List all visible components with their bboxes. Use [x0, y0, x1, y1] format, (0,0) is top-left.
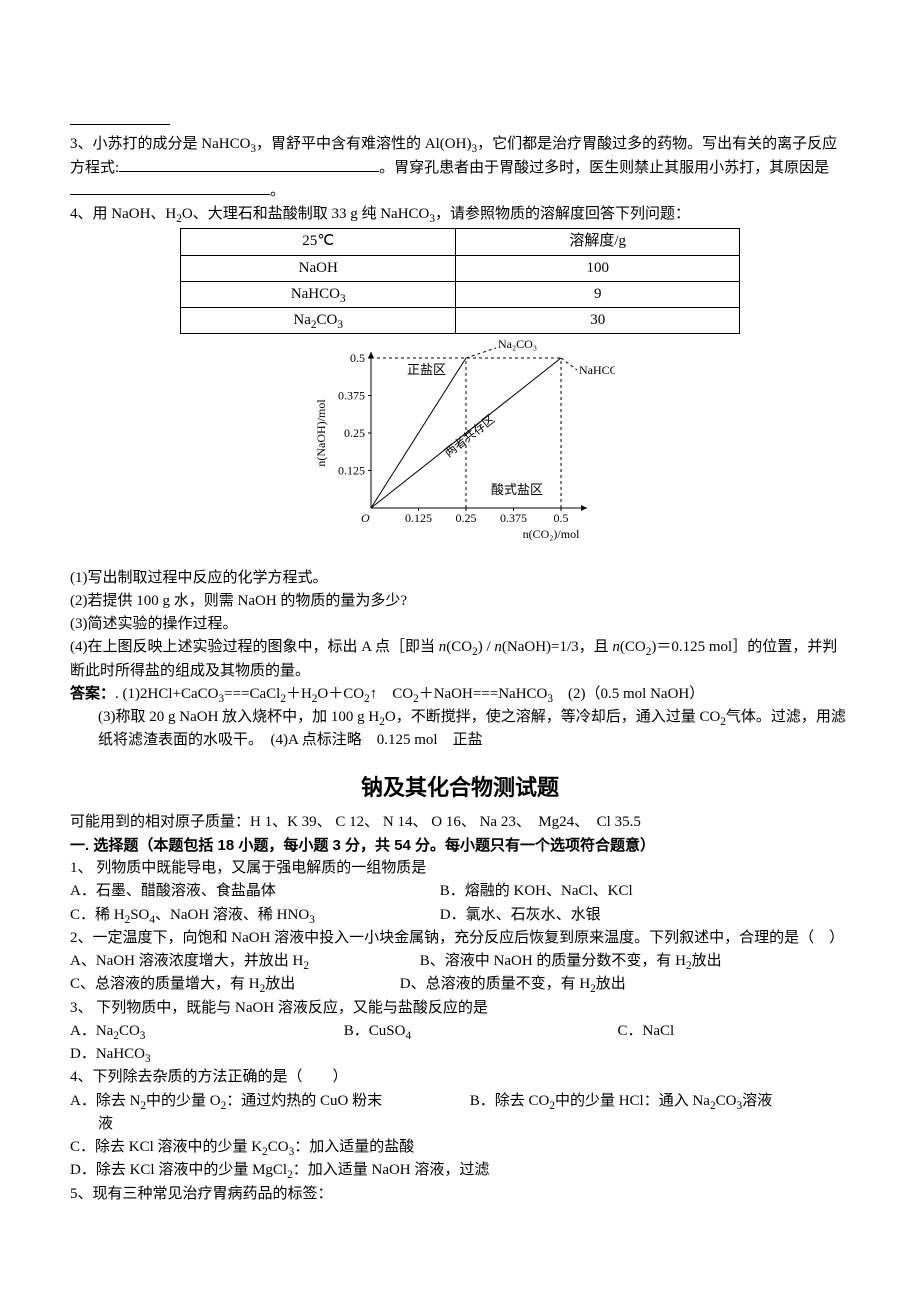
- q3-text: 3、小苏打的成分是 NaHCO: [70, 136, 250, 152]
- svg-text:0.125: 0.125: [338, 464, 365, 478]
- svg-text:酸式盐区: 酸式盐区: [491, 482, 543, 497]
- question-3: 3、小苏打的成分是 NaHCO3，胃舒平中含有难溶性的 Al(OH)3，它们都是…: [70, 133, 850, 203]
- table-cell: 9: [456, 281, 740, 307]
- table-cell: 100: [456, 255, 740, 281]
- test-q1-stem: 1、 列物质中既能导电，又属于强电解质的一组物质是: [70, 857, 850, 880]
- test-q4-optC: C．除去 KCl 溶液中的少量 K2CO3：加入适量的盐酸: [70, 1136, 850, 1159]
- test-q4-stem: 4、下列除去杂质的方法正确的是（ ）: [70, 1066, 850, 1089]
- test-q1-opts-row2: C．稀 H2SO4、NaOH 溶液、稀 HNO3 D．氯水、石灰水、水银: [70, 904, 850, 927]
- opt-A: A．Na2CO3: [70, 1020, 250, 1043]
- question-4-intro: 4、用 NaOH、H2O、大理石和盐酸制取 33 g 纯 NaHCO3，请参照物…: [70, 203, 850, 226]
- test-q4-opts-row1: A．除去 N2中的少量 O2：通过灼热的 CuO 粉末 B．除去 CO2中的少量…: [70, 1090, 850, 1113]
- q4-sub3: (3)简述实验的操作过程。: [70, 613, 850, 636]
- test-q3-stem: 3、 下列物质中，既能与 NaOH 溶液反应，又能与盐酸反应的是: [70, 997, 850, 1020]
- svg-text:两者共存区: 两者共存区: [442, 412, 498, 460]
- test-title: 钠及其化合物测试题: [70, 771, 850, 805]
- opt-A: A、NaOH 溶液浓度增大，并放出 H2: [70, 950, 380, 973]
- svg-text:0.5: 0.5: [554, 511, 569, 525]
- phase-chart: 0.125 0.25 0.375 0.5 0.125 0.25 0.375 0.5 On(NaO…: [305, 338, 615, 548]
- test-q4-optD: D．除去 KCl 溶液中的少量 MgCl2：加入适量 NaOH 溶液，过滤: [70, 1159, 850, 1182]
- opt-D: D、总溶液的质量不变，有 H2放出: [400, 973, 626, 996]
- svg-text:n(NaOH)/mol: n(NaOH)/mol: [314, 399, 328, 467]
- solubility-table: 25℃ 溶解度/g NaOH 100 NaHCO3 9 Na2CO3 30: [180, 228, 740, 334]
- svg-text:正盐区: 正盐区: [407, 362, 446, 377]
- table-cell: NaHCO3: [181, 281, 456, 307]
- q4-sub4: (4)在上图反映上述实验过程的图象中，标出 A 点［即当 n(CO2) / n(…: [70, 636, 850, 683]
- opt-D: D．氯水、石灰水、水银: [440, 904, 601, 927]
- q4-sub1: (1)写出制取过程中反应的化学方程式。: [70, 567, 850, 590]
- test-q2-opts-row2: C、总溶液的质量增大，有 H2放出 D、总溶液的质量不变，有 H2放出: [70, 973, 850, 996]
- svg-text:0.25: 0.25: [456, 511, 477, 525]
- opt-A: A．除去 N2中的少量 O2：通过灼热的 CuO 粉末: [70, 1090, 430, 1113]
- svg-text:Na₂CO₃: Na₂CO₃: [498, 338, 537, 351]
- opt-C: C．稀 H2SO4、NaOH 溶液、稀 HNO3: [70, 904, 400, 927]
- opt-A: A．石墨、醋酸溶液、食盐晶体: [70, 880, 400, 903]
- svg-text:n(CO₂)/mol: n(CO₂)/mol: [523, 527, 581, 541]
- table-row: NaOH 100: [181, 255, 740, 281]
- svg-text:0.375: 0.375: [500, 511, 527, 525]
- answer-label: 答案：: [70, 686, 115, 702]
- test-q3-opts: A．Na2CO3 B．CuSO4 C．NaCl D．NaHCO3: [70, 1020, 850, 1067]
- test-q1-opts-row1: A．石墨、醋酸溶液、食盐晶体 B．熔融的 KOH、NaCl、KCl: [70, 880, 850, 903]
- opt-C: C、总溶液的质量增大，有 H2放出: [70, 973, 360, 996]
- table-row: 25℃ 溶解度/g: [181, 229, 740, 255]
- svg-text:0.125: 0.125: [405, 511, 432, 525]
- q4-sub2: (2)若提供 100 g 水，则需 NaOH 的物质的量为多少?: [70, 590, 850, 613]
- table-header: 溶解度/g: [456, 229, 740, 255]
- svg-text:O: O: [361, 511, 370, 525]
- chart-container: 0.125 0.25 0.375 0.5 0.125 0.25 0.375 0.5 On(NaO…: [70, 338, 850, 556]
- blank: [70, 194, 270, 195]
- opt-B: B．除去 CO2中的少量 HCl：通入 Na2CO3溶液: [470, 1090, 772, 1113]
- blank: [119, 171, 379, 172]
- section-1-head: 一. 选择题（本题包括 18 小题，每小题 3 分，共 54 分。每小题只有一个…: [70, 834, 850, 857]
- opt-B: B、溶液中 NaOH 的质量分数不变，有 H2放出: [420, 950, 722, 973]
- table-header: 25℃: [181, 229, 456, 255]
- test-q2-stem: 2、一定温度下，向饱和 NaOH 溶液中投入一小块金属钠，充分反应后恢复到原来温…: [70, 927, 850, 950]
- page-root: 3、小苏打的成分是 NaHCO3，胃舒平中含有难溶性的 Al(OH)3，它们都是…: [0, 0, 920, 1302]
- test-q2-opts-row1: A、NaOH 溶液浓度增大，并放出 H2 B、溶液中 NaOH 的质量分数不变，…: [70, 950, 850, 973]
- atom-masses: 可能用到的相对原子质量：H 1、K 39、 C 12、 N 14、 O 16、 …: [70, 811, 850, 834]
- opt-C: C．NaCl: [618, 1020, 758, 1043]
- q4-answers: 答案：. (1)2HCl+CaCO3===CaCl2＋H2O＋CO2↑ CO2＋…: [70, 683, 850, 706]
- svg-text:NaHCO₃: NaHCO₃: [579, 363, 615, 377]
- table-cell: NaOH: [181, 255, 456, 281]
- svg-text:0.375: 0.375: [338, 389, 365, 403]
- top-blank: [70, 110, 850, 133]
- q4-ans3: (3)称取 20 g NaOH 放入烧杯中，加 100 g H2O，不断搅拌，使…: [70, 706, 850, 753]
- table-cell: 30: [456, 308, 740, 334]
- blank: [70, 124, 170, 125]
- table-cell: Na2CO3: [181, 308, 456, 334]
- svg-text:0.25: 0.25: [344, 426, 365, 440]
- table-row: Na2CO3 30: [181, 308, 740, 334]
- svg-text:0.5: 0.5: [350, 351, 365, 365]
- table-row: NaHCO3 9: [181, 281, 740, 307]
- opt-B: B．CuSO4: [344, 1020, 524, 1043]
- test-q5-stem: 5、现有三种常见治疗胃病药品的标签：: [70, 1183, 850, 1206]
- test-q4-B-tail: 液: [70, 1113, 850, 1136]
- opt-B: B．熔融的 KOH、NaCl、KCl: [440, 880, 633, 903]
- opt-D: D．NaHCO3: [70, 1043, 151, 1066]
